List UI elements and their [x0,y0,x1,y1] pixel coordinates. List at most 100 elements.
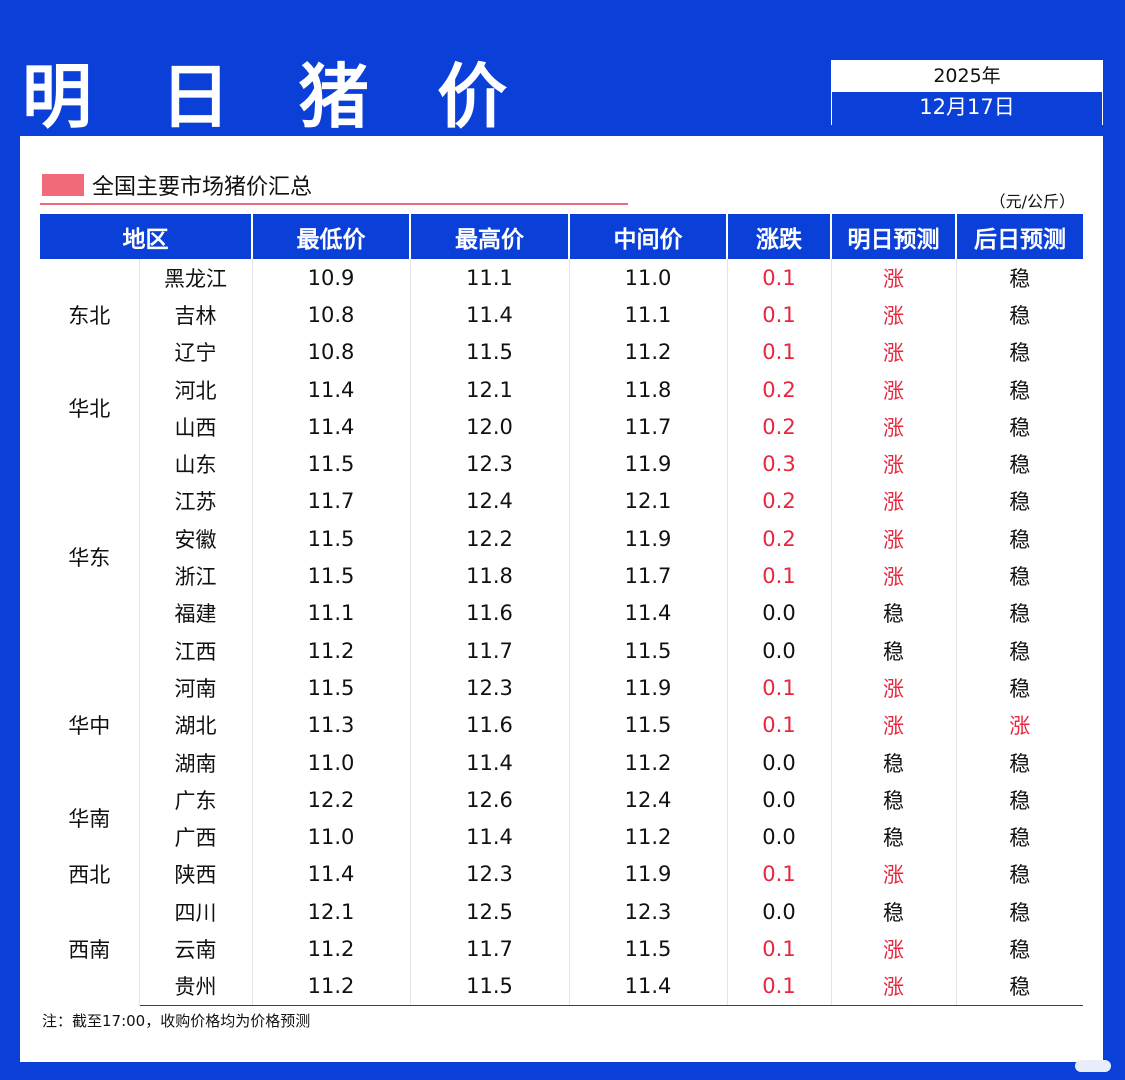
tomorrow-forecast-cell: 涨 [831,706,957,744]
section-marker [42,174,84,196]
table-row: 湖北 11.3 11.6 11.5 0.1 涨涨 [40,706,1083,744]
region-cell: 西北 [40,855,140,894]
tomorrow-forecast-cell: 涨 [831,296,957,334]
tomorrow-forecast-cell: 涨 [831,855,957,894]
province-cell: 江西 [139,631,253,670]
low-price-cell: 11.4 [252,370,411,409]
tomorrow-forecast-cell: 稳 [831,818,957,856]
change-cell: 0.1 [727,706,832,744]
province-cell: 河南 [139,669,253,707]
change-cell: 0.0 [727,781,832,819]
low-price-cell: 11.0 [252,818,411,856]
tomorrow-forecast-cell: 稳 [831,631,957,670]
tomorrow-forecast-cell: 涨 [831,482,957,521]
tomorrow-forecast-cell: 涨 [831,967,957,1006]
dayafter-forecast-cell: 涨 [1009,714,1031,739]
low-price-cell: 10.9 [252,259,411,297]
dayafter-forecast-cell: 稳 [1009,639,1031,664]
low-price-cell: 10.8 [252,296,411,334]
mid-price-cell: 12.4 [569,781,728,819]
tomorrow-forecast-cell: 涨 [831,370,957,409]
price-table: 地区 最低价 最高价 中间价 涨跌 明日预测 后日预测 东北 黑龙江 10.9 11.… [40,214,1083,1006]
change-cell: 0.1 [727,930,832,968]
table-row: 西北 陕西 11.4 12.3 11.9 0.1 涨 稳 [40,855,1083,894]
high-price-cell: 11.6 [410,706,570,744]
high-price-cell: 12.3 [410,669,570,707]
dayafter-forecast-cell: 稳 [1009,266,1031,291]
tomorrow-forecast-cell: 涨 [831,520,957,558]
change-cell: 0.1 [727,967,832,1006]
dayafter-forecast-cell: 稳 [956,967,1083,1006]
table-row: 辽宁 10.8 11.5 11.2 0.1 涨 稳 [40,333,1083,371]
column-header-low: 最低价 [252,214,411,259]
table-header-row: 地区 最低价 最高价 中间价 涨跌 明日预测 后日预测 [40,214,1083,259]
date-day: 12月17日 [832,91,1102,125]
tomorrow-forecast-cell: 涨 [831,333,957,371]
dayafter-forecast-cell: 稳 [1009,676,1031,701]
column-header-high: 最高价 [410,214,570,259]
low-price-cell: 10.8 [252,333,411,371]
province-cell: 黑龙江 [139,259,253,297]
region-cell: 华东 [40,445,140,670]
change-cell: 0.2 [727,520,832,558]
high-price-cell: 11.4 [410,296,570,334]
change-cell: 0.2 [727,408,832,446]
high-price-cell: 11.7 [410,631,570,670]
change-cell: 0.3 [727,445,832,483]
column-header-mid: 中间价 [569,214,728,259]
table-row: 安徽 11.5 12.2 11.9 0.2 涨 稳 [40,520,1083,558]
mid-price-cell: 12.1 [569,482,728,521]
column-header-region: 地区 [40,214,253,259]
dayafter-forecast-cell: 稳 [1009,751,1031,776]
table-row: 云南 11.2 11.7 11.5 0.1 涨 稳 [40,930,1083,968]
mid-price-cell: 11.4 [569,967,728,1006]
table-row: 华中 河南 11.5 12.3 11.9 0.1 涨稳 [40,669,1083,782]
province-cell: 云南 [139,930,253,968]
mid-price-cell: 11.8 [569,370,728,409]
tomorrow-forecast-cell: 涨 [831,445,957,483]
tomorrow-forecast-cell: 涨 [831,557,957,595]
dayafter-forecast-cell: 稳 [1009,826,1031,851]
change-cell: 0.1 [727,855,832,894]
low-price-cell: 12.1 [252,893,411,931]
province-cell: 安徽 [139,520,253,558]
section-underline [40,203,628,205]
change-cell: 0.1 [727,333,832,371]
low-price-cell: 11.0 [252,743,411,782]
low-price-cell: 11.2 [252,631,411,670]
tomorrow-forecast-cell: 稳 [831,594,957,632]
province-cell: 河北 [139,370,253,409]
mid-price-cell: 11.5 [569,930,728,968]
change-cell: 0.1 [727,296,832,334]
mid-price-cell: 11.2 [569,743,728,782]
table-row: 华东 山东 11.5 12.3 11.9 0.3 涨稳 [40,445,1083,670]
high-price-cell: 12.1 [410,370,570,409]
high-price-cell: 11.6 [410,594,570,632]
change-cell: 0.1 [727,259,832,297]
mid-price-cell: 11.7 [569,408,728,446]
change-cell: 0.1 [727,557,832,595]
change-cell: 0.2 [727,370,832,409]
table-row: 浙江 11.5 11.8 11.7 0.1 涨 稳 [40,557,1083,595]
region-cell: 西南 [40,893,140,1006]
high-price-cell: 12.3 [410,445,570,483]
region-cell: 华中 [40,669,140,782]
province-cell: 辽宁 [139,333,253,371]
tomorrow-forecast-cell: 稳 [831,781,957,819]
high-price-cell: 12.0 [410,408,570,446]
high-price-cell: 11.4 [410,818,570,856]
mid-price-cell: 11.4 [569,594,728,632]
high-price-cell: 12.6 [410,781,570,819]
low-price-cell: 11.3 [252,706,411,744]
table-row: 山西 11.4 12.0 11.7 0.2 涨 稳 [40,408,1083,446]
change-cell: 0.2 [727,482,832,521]
province-cell: 广东 [139,781,253,819]
table-row: 江西 11.2 11.7 11.5 0.0 稳稳 [40,631,1083,670]
table-row: 广西 11.0 11.4 11.2 0.0 稳稳 [40,818,1083,856]
dayafter-forecast-cell: 稳 [1009,303,1031,328]
province-cell: 吉林 [139,296,253,334]
province-cell: 山东 [139,445,253,483]
mid-price-cell: 11.0 [569,259,728,297]
change-cell: 0.0 [727,594,832,632]
region-cell: 东北 [40,259,140,371]
